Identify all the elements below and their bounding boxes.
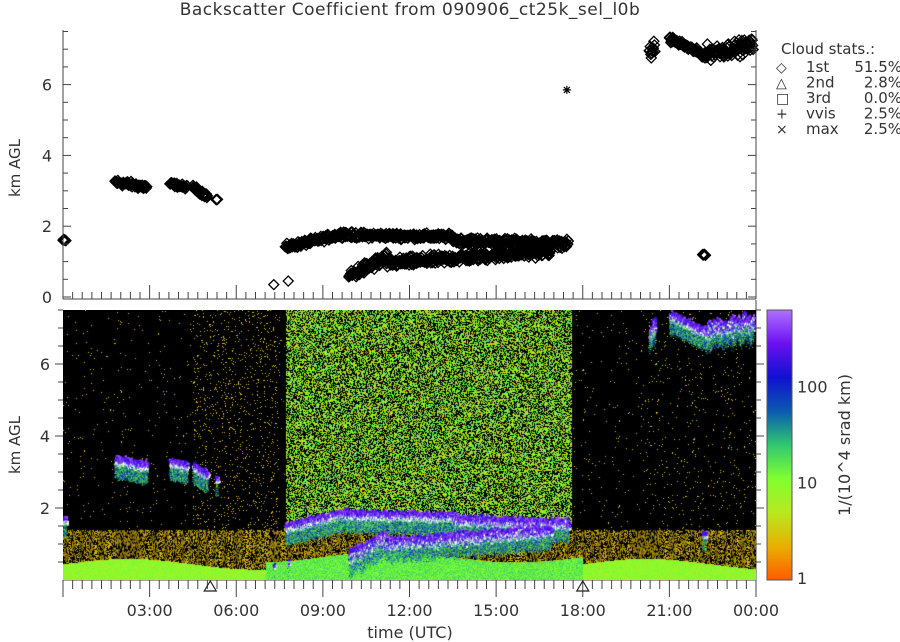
axes: 0 2 4 6 2 4 6 03:00 06:00 09:00 12:00 15:00 18:00 21:… — [40, 30, 828, 620]
colorbar-tick-label: 100 — [797, 378, 828, 397]
bottom-y-tick-label: 4 — [40, 427, 50, 446]
cloud-base-point — [380, 246, 393, 259]
colorbar — [766, 309, 793, 581]
diamond-icon: ◇ — [776, 60, 787, 76]
legend-entry-1st: ◇ 1st 51.5% — [776, 58, 900, 76]
triangle-icon: △ — [776, 76, 787, 92]
legend-value: 2.5% — [864, 105, 900, 123]
x-icon: × — [776, 122, 788, 138]
x-tick-label: 12:00 — [386, 601, 432, 620]
cloud-base-point — [746, 39, 759, 52]
x-tick-label: 06:00 — [213, 601, 259, 620]
cloud-base-point — [699, 249, 712, 262]
triangle-icon — [575, 579, 590, 592]
cloud-base-point — [211, 193, 224, 206]
legend-value: 0.0% — [864, 89, 900, 107]
bottom-y-tick-label: 6 — [40, 355, 50, 374]
cloud-base-panel — [57, 31, 760, 291]
cloud-base-point — [545, 240, 557, 253]
square-icon: □ — [776, 91, 789, 107]
bottom-y-tick-label: 2 — [40, 499, 50, 518]
cloud-base-point — [646, 45, 659, 58]
cloud-base-point — [746, 34, 759, 47]
top-y-tick-label: 6 — [42, 76, 52, 95]
cloud-base-point — [267, 278, 280, 291]
legend-name: vvis — [806, 105, 836, 123]
cloud-base-point — [747, 43, 760, 56]
legend-value: 2.8% — [864, 74, 900, 92]
cloud-base-point — [140, 182, 153, 194]
cloud-base-point — [562, 235, 575, 247]
legend: Cloud stats.: ◇ 1st 51.5%△ 2nd 2.8%□ 3rd 0.0%+… — [776, 40, 900, 138]
cloud-base-point — [543, 247, 556, 260]
x-tick-label: 15:00 — [473, 601, 519, 620]
backscatter-heatmap — [63, 310, 756, 580]
colorbar-tick-label: 10 — [797, 473, 817, 492]
legend-title: Cloud stats.: — [781, 40, 875, 58]
colorbar-label: 1/(10^4 srad km) — [835, 374, 854, 516]
cloud-base-point — [201, 189, 214, 202]
colorbar-tick-label: 1 — [797, 569, 807, 588]
cloud-base-point — [561, 238, 574, 251]
top-y-tick-label: 2 — [42, 217, 52, 236]
top-y-tick-label: 0 — [42, 288, 52, 307]
legend-value: 2.5% — [864, 120, 900, 138]
legend-entry-3rd: □ 3rd 0.0% — [776, 89, 900, 107]
plus-icon: + — [776, 107, 788, 123]
legend-name: max — [806, 120, 839, 138]
triangle-icon — [203, 579, 218, 592]
cloud-base-point — [282, 275, 295, 287]
legend-entry-vvis: + vvis 2.5% — [776, 105, 900, 123]
x-tick-label: 21:00 — [646, 601, 692, 620]
legend-value: 51.5% — [854, 58, 900, 76]
cloud-base-point — [645, 51, 658, 64]
top-y-tick-label: 4 — [42, 146, 52, 165]
top-y-axis-label: km AGL — [6, 138, 24, 197]
cloud-base-point — [140, 180, 153, 193]
bottom-y-axis-label: km AGL — [6, 415, 24, 474]
cloud-base-point — [734, 50, 746, 63]
legend-name: 3rd — [806, 89, 831, 107]
legend-name: 1st — [806, 58, 829, 76]
cloud-base-point — [200, 191, 213, 204]
legend-name: 2nd — [806, 74, 835, 92]
cloud-base-point — [647, 35, 660, 48]
x-tick-label: 09:00 — [300, 601, 346, 620]
x-tick-label: 03:00 — [127, 601, 173, 620]
x-axis-label: time (UTC) — [367, 623, 452, 642]
x-tick-label: 18:00 — [560, 601, 606, 620]
x-tick-label: 00:00 — [733, 601, 779, 620]
chart-title: Backscatter Coefficient from 090906_ct25… — [179, 0, 641, 20]
cloud-base-point — [649, 45, 661, 58]
cloud-base-point — [544, 245, 557, 258]
cloud-base-point — [743, 34, 756, 47]
legend-entry-max: × max 2.5% — [776, 120, 900, 138]
max-point — [562, 85, 571, 94]
legend-entry-2nd: △ 2nd 2.8% — [776, 74, 900, 92]
